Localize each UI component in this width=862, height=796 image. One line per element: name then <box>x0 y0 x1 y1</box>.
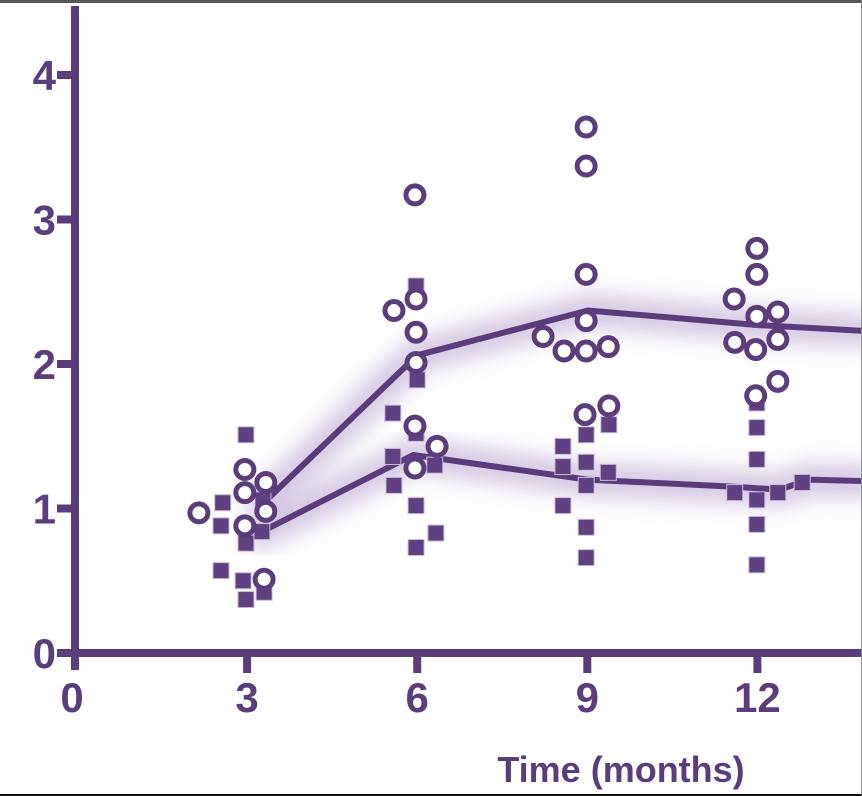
scatter-point-square <box>726 484 744 502</box>
x-tick <box>583 657 592 673</box>
scatter-point-square <box>212 562 230 580</box>
x-tick <box>243 657 252 673</box>
scatter-point-circle <box>744 384 768 408</box>
x-tick-label: 12 <box>734 674 781 721</box>
scatter-point-circle <box>403 183 427 207</box>
scatter-point-circle <box>745 304 769 328</box>
scatter-point-square <box>748 491 766 509</box>
x-tick-label: 0 <box>60 674 83 721</box>
y-tick-label: 2 <box>33 341 56 388</box>
x-tick-label: 3 <box>235 674 258 721</box>
scatter-point-circle <box>404 287 428 311</box>
scatter-point-square <box>554 437 572 455</box>
scatter-point-square <box>577 518 595 536</box>
scatter-point-square <box>600 416 618 434</box>
scatter-point-circle <box>574 154 598 178</box>
scatter-point-circle <box>404 320 428 344</box>
scatter-point-circle <box>574 339 598 363</box>
scatter-point-circle <box>404 351 428 375</box>
scatter-point-square <box>769 484 787 502</box>
scatter-point-square <box>577 426 595 444</box>
scatter-point-square <box>427 524 445 542</box>
scatter-point-square <box>384 404 402 422</box>
scatter-point-square <box>212 517 230 535</box>
y-tick-label: 4 <box>33 52 57 99</box>
scatter-point-circle <box>574 262 598 286</box>
scatter-point-circle <box>233 514 257 538</box>
scatter-point-square <box>408 371 426 389</box>
scatter-point-circle <box>531 325 555 349</box>
scatter-point-circle <box>233 481 257 505</box>
scatter-point-square <box>748 515 766 533</box>
scatter-point-square <box>577 476 595 494</box>
scatter-point-square <box>237 534 255 552</box>
scatter-point-square <box>577 453 595 471</box>
scatter-point-square <box>793 473 811 491</box>
x-axis-title: Time (months) <box>497 749 745 790</box>
scatter-point-square <box>407 497 425 515</box>
scatter-point-circle <box>574 115 598 139</box>
scatter-point-circle <box>573 403 597 427</box>
scatter-point-square <box>214 494 232 512</box>
scatter-point-circle <box>596 335 620 359</box>
scatter-point-square <box>554 458 572 476</box>
scatter-point-circle <box>766 300 790 324</box>
scatter-point-circle <box>403 456 427 480</box>
scatter-point-circle <box>745 262 769 286</box>
scatter-point-circle <box>744 338 768 362</box>
y-tick <box>57 504 71 513</box>
scatter-point-square <box>407 539 425 557</box>
scatter-point-circle <box>722 287 746 311</box>
y-tick-label: 0 <box>33 630 56 677</box>
y-tick-label: 3 <box>33 197 56 244</box>
scatter-point-square <box>748 419 766 437</box>
scatter-point-square <box>237 591 255 609</box>
scatter-point-circle <box>574 309 598 333</box>
scatter-point-square <box>554 497 572 515</box>
scatter-point-circle <box>403 414 427 438</box>
scatter-point-circle <box>254 499 278 523</box>
scatter-point-square <box>426 456 444 474</box>
scatter-point-circle <box>382 299 406 323</box>
scatter-point-square <box>577 549 595 567</box>
y-tick-label: 1 <box>33 486 56 533</box>
scatter-point-circle <box>766 327 790 351</box>
scatter-point-circle <box>766 369 790 393</box>
scatter-point-circle <box>252 567 276 591</box>
x-tick <box>753 657 762 673</box>
scatter-point-square <box>748 556 766 574</box>
scatter-point-square <box>599 463 617 481</box>
y-axis-line <box>71 6 79 670</box>
y-tick <box>57 360 71 368</box>
scatter-point-circle <box>723 330 747 354</box>
y-tick <box>57 215 71 224</box>
scatter-point-square <box>385 476 403 494</box>
scatter-point-circle <box>254 470 278 494</box>
scatter-point-circle <box>745 236 769 260</box>
y-tick <box>57 649 71 657</box>
scatter-point-square <box>234 572 252 590</box>
scatter-point-circle <box>233 457 257 481</box>
scatter-point-square <box>237 426 255 444</box>
scatter-point-circle <box>597 394 621 418</box>
y-tick <box>57 71 71 79</box>
x-axis-line <box>71 649 861 657</box>
scatter-point-circle <box>552 339 576 363</box>
scatter-point-circle <box>187 501 211 525</box>
scatter-point-square <box>384 447 402 465</box>
x-tick <box>413 657 422 673</box>
x-tick-label: 9 <box>576 674 599 721</box>
scatter-point-square <box>748 450 766 468</box>
scatter-point-circle <box>425 434 449 458</box>
x-tick-label: 6 <box>406 674 429 721</box>
